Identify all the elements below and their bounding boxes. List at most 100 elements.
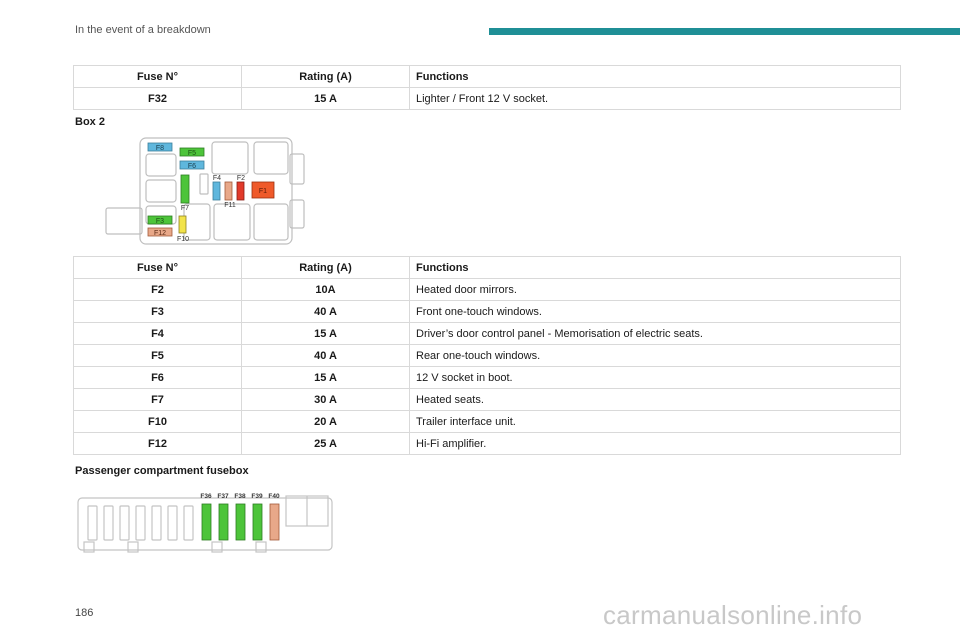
fuse-label-f40: F40 <box>268 493 280 500</box>
table-row: F10 20 A Trailer interface unit. <box>73 410 901 433</box>
box2-left-tab <box>105 207 143 235</box>
column-header-functions: Functions <box>409 256 901 279</box>
table-row: F3 40 A Front one-touch windows. <box>73 300 901 323</box>
fuse-label-f4: F4 <box>213 175 221 182</box>
rating-cell: 15 A <box>241 322 410 345</box>
fuse-cell: F32 <box>73 87 242 110</box>
rating-cell: 25 A <box>241 432 410 455</box>
table-header-row: Fuse N° Rating (A) Functions <box>73 65 901 88</box>
fuse-label-f37: F37 <box>217 493 229 500</box>
mounting-clip <box>127 541 139 553</box>
fuse-cell: F5 <box>73 344 242 367</box>
fuse-f2 <box>236 181 245 201</box>
fuse-cell: F2 <box>73 278 242 301</box>
fuse-label-f10: F10 <box>177 236 189 243</box>
fuse-f39 <box>252 503 263 541</box>
fuse-label-f3: F3 <box>156 218 164 225</box>
function-cell: Lighter / Front 12 V socket. <box>409 87 901 110</box>
fuse-f10 <box>178 215 187 234</box>
box2-relay <box>211 141 249 175</box>
mounting-clip <box>255 541 267 553</box>
fuse-f40 <box>269 503 280 541</box>
table-row: F7 30 A Heated seats. <box>73 388 901 411</box>
fuse-f12 <box>147 227 173 237</box>
column-header-fuse: Fuse N° <box>73 65 242 88</box>
passenger-fusebox-label: Passenger compartment fusebox <box>75 465 249 477</box>
column-header-rating: Rating (A) <box>241 256 410 279</box>
fuse-f4 <box>212 181 221 201</box>
function-cell: Front one-touch windows. <box>409 300 901 323</box>
fuse-cell: F3 <box>73 300 242 323</box>
fuse-cell: F7 <box>73 388 242 411</box>
fuse-cell: F12 <box>73 432 242 455</box>
rating-cell: 20 A <box>241 410 410 433</box>
rating-cell: 15 A <box>241 366 410 389</box>
box2-relay <box>213 203 251 241</box>
mounting-clip <box>211 541 223 553</box>
box2-relay <box>253 141 289 175</box>
function-cell: 12 V socket in boot. <box>409 366 901 389</box>
fuse-slot <box>135 505 146 541</box>
box2-relay <box>145 179 177 203</box>
fuse-slot <box>183 505 194 541</box>
table-header-row: Fuse N° Rating (A) Functions <box>73 256 901 279</box>
fuse-f7 <box>180 174 190 204</box>
function-cell: Heated door mirrors. <box>409 278 901 301</box>
page-number: 186 <box>75 607 94 619</box>
function-cell: Driver’s door control panel - Memorisati… <box>409 322 901 345</box>
fuse-f6 <box>179 160 205 170</box>
table-row: F6 15 A 12 V socket in boot. <box>73 366 901 389</box>
column-header-functions: Functions <box>409 65 901 88</box>
function-cell: Rear one-touch windows. <box>409 344 901 367</box>
box2-right-tab-top <box>289 153 305 185</box>
fuse-label-f1: F1 <box>259 188 267 195</box>
fuse-f38 <box>235 503 246 541</box>
fuse-f37 <box>218 503 229 541</box>
section-title: In the event of a breakdown <box>75 24 211 36</box>
box2-right-tab-bottom <box>289 199 305 229</box>
fuse-label-f39: F39 <box>251 493 263 500</box>
rating-cell: 40 A <box>241 344 410 367</box>
fuse-label-f6: F6 <box>188 163 196 170</box>
fuse-slot <box>151 505 162 541</box>
fuse-f1 <box>251 181 275 199</box>
table-row: F32 15 A Lighter / Front 12 V socket. <box>73 87 901 110</box>
box2-empty-slot <box>199 173 209 195</box>
fuse-f3 <box>147 215 173 225</box>
fuse-label-f7: F7 <box>181 205 189 212</box>
fuse-f8 <box>147 142 173 152</box>
fuse-f11 <box>224 181 233 201</box>
fuse-cell: F4 <box>73 322 242 345</box>
table-row: F4 15 A Driver’s door control panel - Me… <box>73 322 901 345</box>
passenger-fusebox-outline <box>77 497 333 551</box>
fuse-label-f11: F11 <box>224 202 236 209</box>
box2-fuse-diagram: F8 F5 F6 F7 F4 F11 F2 F1 F3 F12 F10 <box>105 137 305 245</box>
watermark: carmanualsonline.info <box>603 600 863 630</box>
box2-relay <box>253 203 289 241</box>
fuse-cell: F10 <box>73 410 242 433</box>
mounting-clip <box>83 541 95 553</box>
fuse-label-f2: F2 <box>237 175 245 182</box>
fuse-slot <box>87 505 98 541</box>
rating-cell: 30 A <box>241 388 410 411</box>
fuse-f5 <box>179 147 205 157</box>
rating-cell: 40 A <box>241 300 410 323</box>
fuse-label-f38: F38 <box>234 493 246 500</box>
column-header-fuse: Fuse N° <box>73 256 242 279</box>
fuse-label-f8: F8 <box>156 145 164 152</box>
table-row: F5 40 A Rear one-touch windows. <box>73 344 901 367</box>
function-cell: Hi-Fi amplifier. <box>409 432 901 455</box>
fuse-slot <box>119 505 130 541</box>
table-row: F2 10A Heated door mirrors. <box>73 278 901 301</box>
box2-label: Box 2 <box>75 116 105 128</box>
column-header-rating: Rating (A) <box>241 65 410 88</box>
fuse-table-1: Fuse N° Rating (A) Functions F32 15 A Li… <box>73 65 901 110</box>
fuse-label-f36: F36 <box>200 493 212 500</box>
fuse-table-2: Fuse N° Rating (A) Functions F2 10A Heat… <box>73 256 901 455</box>
box2-relay <box>145 153 177 177</box>
fuse-f36 <box>201 503 212 541</box>
function-cell: Trailer interface unit. <box>409 410 901 433</box>
fuse-label-f5: F5 <box>188 150 196 157</box>
fuse-slot <box>103 505 114 541</box>
function-cell: Heated seats. <box>409 388 901 411</box>
